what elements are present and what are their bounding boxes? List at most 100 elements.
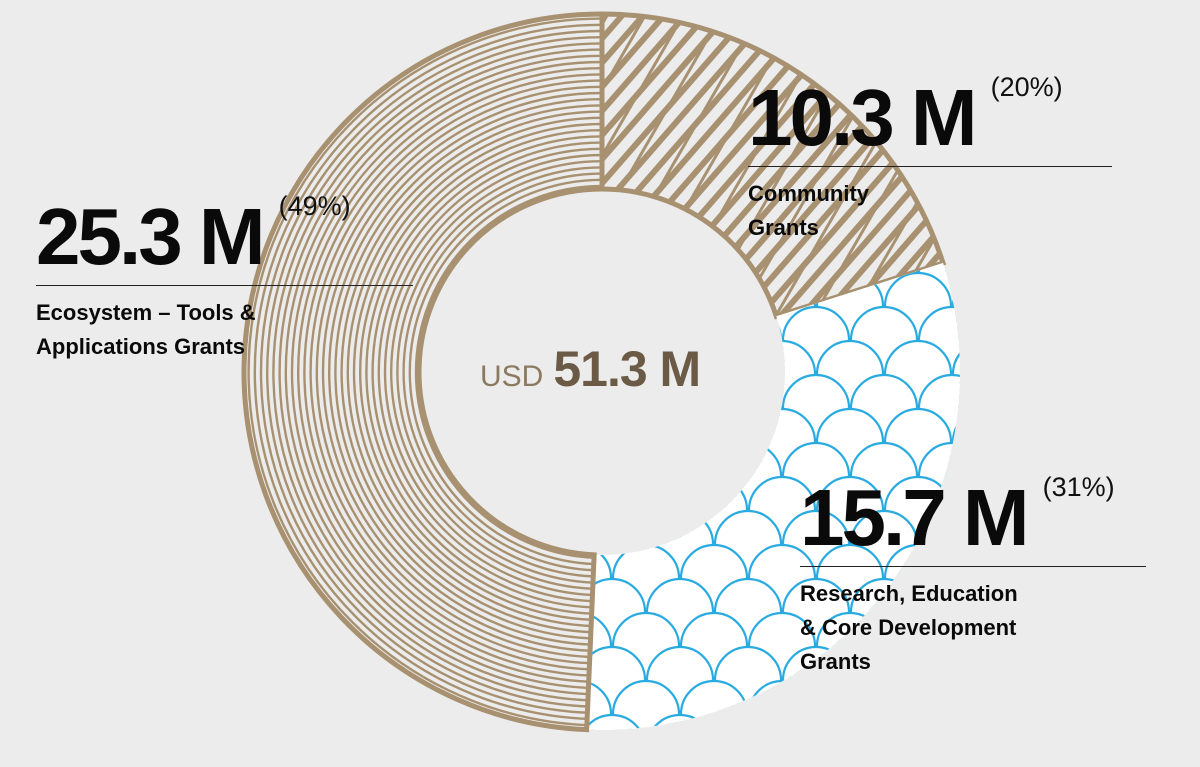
ring-stroke [272,42,602,702]
wave-arc [1157,545,1200,578]
wave-arc [511,443,577,476]
wave-arc [123,123,149,136]
wave-arc [197,61,210,68]
wave-arc [1157,137,1200,170]
wave-arc [1143,735,1169,748]
wave-arc [645,645,715,681]
wave-arc [8,484,61,510]
slice-outline [241,11,605,733]
wave-arc [273,681,339,714]
wave-arc [61,741,74,748]
wave-arc [0,531,13,544]
wave-arc [1028,688,1081,714]
wave-arc [1068,320,1108,340]
wave-arc [61,401,74,408]
wave-arc [197,401,210,408]
ring-stroke [328,98,602,646]
wave-arc [450,722,503,748]
wave-arc [824,8,877,34]
wave-arc [184,728,224,748]
wave-arc [171,103,237,136]
wave-arc [61,537,74,544]
wave-arc [1,681,67,714]
wave-arc [1170,558,1200,578]
wave-arc [1170,694,1200,714]
wave-arc [14,558,54,578]
wave-arc [0,184,20,204]
wave-arc [55,531,81,544]
wave-arc [741,741,754,748]
wave-arc [1136,252,1176,272]
wave-arc [416,756,469,767]
wave-arc [1109,293,1135,306]
wave-arc [0,382,26,408]
wave-arc [803,55,829,68]
wave-arc [0,673,7,680]
wave-arc [144,688,197,714]
wave-arc [1041,429,1067,442]
wave-arc [191,395,217,408]
wave-arc [469,741,482,748]
wave-arc [625,421,667,443]
wave-arc [150,626,190,646]
wave-arc [966,422,1006,442]
wave-arc [252,728,292,748]
wave-arc [1075,735,1101,748]
wave-arc [69,137,135,170]
wave-arc [871,55,897,68]
wave-arc [688,756,741,767]
wave-arc [0,103,33,136]
wave-arc [178,110,231,136]
wave-arc [212,76,265,102]
wave-arc [503,503,516,510]
wave-arc [197,741,210,748]
wave-arc [586,679,613,715]
wave-arc [123,735,149,748]
wave-arc [1089,273,1155,306]
wave-arc [178,450,231,476]
data-label-amount: 25.3 M [36,192,266,281]
wave-arc [116,388,156,408]
ring-stroke [390,159,602,585]
wave-arc [911,27,924,34]
wave-arc [225,633,251,646]
wave-arc [69,613,135,646]
wave-arc [150,422,190,442]
wave-arc [1096,280,1149,306]
wave-arc [524,320,564,340]
wave-arc [1177,633,1200,646]
wave-arc [1170,354,1200,374]
wave-arc [586,291,593,307]
wave-arc [69,681,135,714]
wave-arc [21,21,47,34]
wave-arc [0,586,26,612]
wave-arc [55,395,81,408]
wave-arc [1170,422,1200,442]
callout-ecosystem-grants: 25.3 M (49%) Ecosystem – Tools & Applica… [36,191,413,364]
wave-arc [659,263,701,273]
wave-arc [55,123,81,136]
wave-arc [1,749,67,767]
wave-arc [1191,375,1200,408]
wave-arc [416,552,469,578]
wave-arc [571,299,584,306]
wave-arc [1170,14,1200,34]
hatch-stroke [602,14,770,317]
wave-arc [883,679,953,715]
wave-arc [1143,259,1169,272]
wave-arc [586,305,647,341]
wave-arc [103,35,169,68]
slice-label: Ecosystem – Tools & Applications Grants [36,300,256,360]
wave-arc [1089,341,1155,374]
wave-arc [1102,422,1142,442]
wave-arc [239,715,305,748]
wave-arc [815,475,885,511]
wave-arc [699,359,729,375]
wave-arc [565,225,591,238]
wave-arc [116,48,156,68]
wave-arc [82,558,122,578]
wave-arc [733,393,763,409]
hatch-stroke [602,14,761,317]
wave-arc [625,489,667,511]
wave-arc [586,509,647,545]
